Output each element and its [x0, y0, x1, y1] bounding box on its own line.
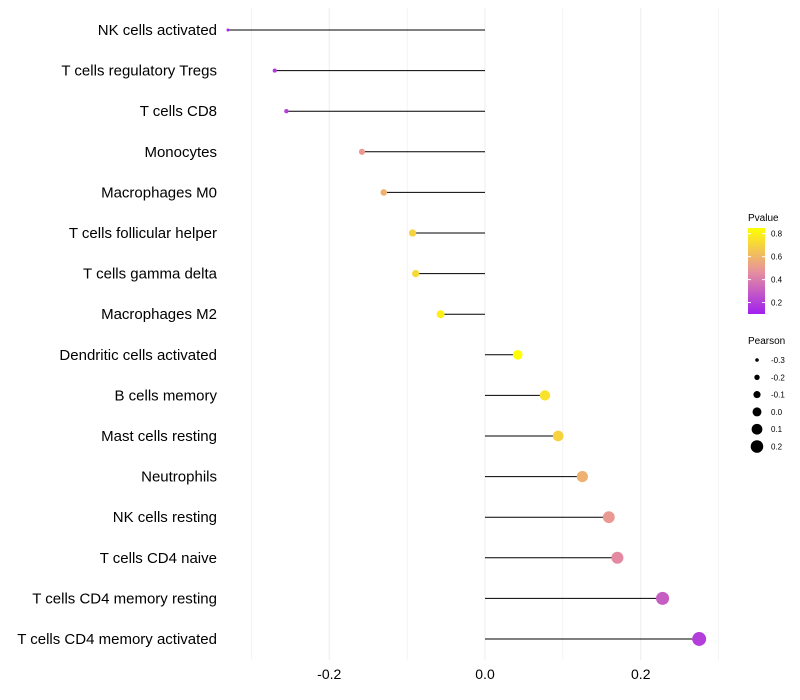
stems: [228, 29, 700, 640]
x-tick-label: 0.0: [475, 666, 495, 682]
pearson-legend-dot: [750, 440, 764, 453]
pearson-legend-label: 0.0: [771, 408, 783, 417]
data-point: [611, 551, 624, 564]
data-point: [358, 148, 366, 155]
category-label: Macrophages M0: [101, 184, 217, 201]
pvalue-legend-label: 0.4: [771, 276, 783, 285]
pvalue-colorbar: [748, 228, 765, 314]
data-point: [226, 28, 230, 32]
pearson-legend-dot: [751, 423, 763, 435]
category-label: T cells follicular helper: [69, 225, 217, 242]
pearson-legend-dot: [755, 358, 759, 362]
data-point: [576, 470, 588, 483]
category-label: T cells regulatory Tregs: [61, 63, 217, 80]
pearson-legend-dot: [754, 374, 760, 380]
data-point: [692, 632, 707, 646]
x-tick-labels: -0.2 0.0 0.2: [317, 666, 651, 682]
legend: Pvalue Pearson 0.2 0.4 0.6 0.8 -0.3 -0.2 -0.1 0…: [748, 213, 785, 453]
category-label: T cells CD4 memory activated: [17, 631, 217, 648]
pvalue-legend-label: 0.6: [771, 253, 783, 262]
pvalue-legend-label: 0.2: [771, 299, 783, 308]
x-tick-label: 0.2: [631, 666, 651, 682]
category-label: T cells CD4 memory resting: [32, 590, 217, 607]
pearson-legend-dot: [753, 391, 761, 399]
data-point: [284, 109, 289, 114]
points: [226, 28, 707, 646]
category-labels: NK cells activated T cells regulatory Tre…: [17, 22, 217, 648]
pearson-legend-label: 0.2: [771, 443, 783, 452]
category-label: T cells CD4 naive: [100, 550, 217, 567]
data-point: [656, 591, 670, 605]
grid: [251, 8, 719, 660]
pearson-legend-title: Pearson: [748, 336, 785, 347]
category-label: Dendritic cells activated: [59, 347, 217, 364]
pearson-legend-label: -0.3: [771, 356, 785, 365]
pearson-legend-label: -0.1: [771, 391, 785, 400]
x-tick-label: -0.2: [317, 666, 341, 682]
category-label: Monocytes: [144, 144, 217, 161]
data-point: [539, 390, 551, 401]
category-label: Macrophages M2: [101, 306, 217, 323]
data-point: [272, 68, 277, 73]
category-label: Mast cells resting: [101, 428, 217, 445]
data-point: [436, 310, 445, 319]
category-label: T cells CD8: [140, 103, 217, 120]
category-label: NK cells resting: [113, 509, 217, 526]
data-point: [380, 189, 388, 196]
pearson-legend-label: 0.1: [771, 425, 783, 434]
category-label: T cells gamma delta: [83, 266, 218, 283]
data-point: [512, 349, 523, 360]
category-label: NK cells activated: [98, 22, 217, 39]
data-point: [552, 430, 564, 442]
category-label: Neutrophils: [141, 469, 217, 486]
pearson-legend-label: -0.2: [771, 373, 785, 382]
data-point: [602, 511, 615, 524]
data-point: [408, 229, 417, 237]
pearson-legend-dot: [752, 407, 762, 417]
data-point: [412, 269, 420, 278]
pvalue-legend-label: 0.8: [771, 230, 783, 239]
category-label: B cells memory: [114, 387, 217, 404]
pvalue-legend-title: Pvalue: [748, 213, 779, 224]
